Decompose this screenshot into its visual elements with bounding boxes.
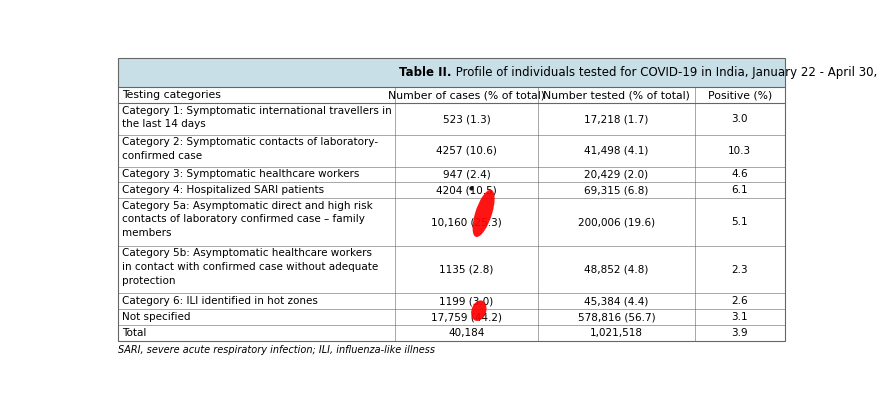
- Text: 578,816 (56.7): 578,816 (56.7): [578, 312, 655, 322]
- Ellipse shape: [471, 300, 486, 321]
- Text: 4257 (10.6): 4257 (10.6): [436, 146, 497, 156]
- Text: 17,759 (44.2): 17,759 (44.2): [431, 312, 502, 322]
- Text: 2.6: 2.6: [731, 296, 748, 306]
- Text: Profile of individuals tested for COVID-19 in India, January 22 - April 30, 2020: Profile of individuals tested for COVID-…: [451, 66, 881, 79]
- Text: 3.9: 3.9: [731, 328, 748, 338]
- Text: 17,218 (1.7): 17,218 (1.7): [584, 114, 648, 124]
- Text: 10,160 (25.3): 10,160 (25.3): [431, 217, 502, 227]
- Text: 3.1: 3.1: [731, 312, 748, 322]
- Text: 10.3: 10.3: [729, 146, 751, 156]
- Text: 45,384 (4.4): 45,384 (4.4): [584, 296, 648, 306]
- Text: 3.0: 3.0: [731, 114, 748, 124]
- Text: Category 5a: Asymptomatic direct and high risk
contacts of laboratory confirmed : Category 5a: Asymptomatic direct and hig…: [122, 201, 374, 238]
- Text: Category 6: ILI identified in hot zones: Category 6: ILI identified in hot zones: [122, 296, 318, 306]
- Text: Testing categories: Testing categories: [122, 90, 221, 100]
- Text: 20,429 (2.0): 20,429 (2.0): [584, 169, 648, 179]
- Text: Not specified: Not specified: [122, 312, 191, 322]
- Text: 200,006 (19.6): 200,006 (19.6): [578, 217, 655, 227]
- Text: 2.3: 2.3: [731, 265, 748, 275]
- Text: Category 1: Symptomatic international travellers in
the last 14 days: Category 1: Symptomatic international tr…: [122, 106, 392, 129]
- Text: 5.1: 5.1: [731, 217, 748, 227]
- Bar: [118, 58, 785, 341]
- Text: 69,315 (6.8): 69,315 (6.8): [584, 186, 648, 196]
- Text: Number tested (% of total): Number tested (% of total): [543, 90, 690, 100]
- Text: 40,184: 40,184: [448, 328, 485, 338]
- Text: 6.1: 6.1: [731, 186, 748, 196]
- Text: 4.6: 4.6: [731, 169, 748, 179]
- Text: Category 4: Hospitalized SARI patients: Category 4: Hospitalized SARI patients: [122, 186, 324, 196]
- Text: 41,498 (4.1): 41,498 (4.1): [584, 146, 648, 156]
- Text: Number of cases (% of total): Number of cases (% of total): [388, 90, 545, 100]
- Text: 1199 (3.0): 1199 (3.0): [440, 296, 493, 306]
- Text: Category 2: Symptomatic contacts of laboratory-
confirmed case: Category 2: Symptomatic contacts of labo…: [122, 137, 379, 161]
- Bar: [118, 58, 785, 87]
- Text: Total: Total: [122, 328, 147, 338]
- Text: 947 (2.4): 947 (2.4): [442, 169, 491, 179]
- Text: 48,852 (4.8): 48,852 (4.8): [584, 265, 648, 275]
- Text: Category 5b: Asymptomatic healthcare workers
in contact with confirmed case with: Category 5b: Asymptomatic healthcare wor…: [122, 248, 379, 285]
- Text: SARI, severe acute respiratory infection; ILI, influenza-like illness: SARI, severe acute respiratory infection…: [118, 345, 435, 355]
- Ellipse shape: [472, 190, 494, 237]
- Text: Positive (%): Positive (%): [707, 90, 772, 100]
- Text: Table II.: Table II.: [399, 66, 451, 79]
- Text: Category 3: Symptomatic healthcare workers: Category 3: Symptomatic healthcare worke…: [122, 169, 359, 179]
- Text: 523 (1.3): 523 (1.3): [442, 114, 491, 124]
- Text: 1135 (2.8): 1135 (2.8): [440, 265, 493, 275]
- Text: 1,021,518: 1,021,518: [590, 328, 643, 338]
- Text: 4204 (10.5): 4204 (10.5): [436, 186, 497, 196]
